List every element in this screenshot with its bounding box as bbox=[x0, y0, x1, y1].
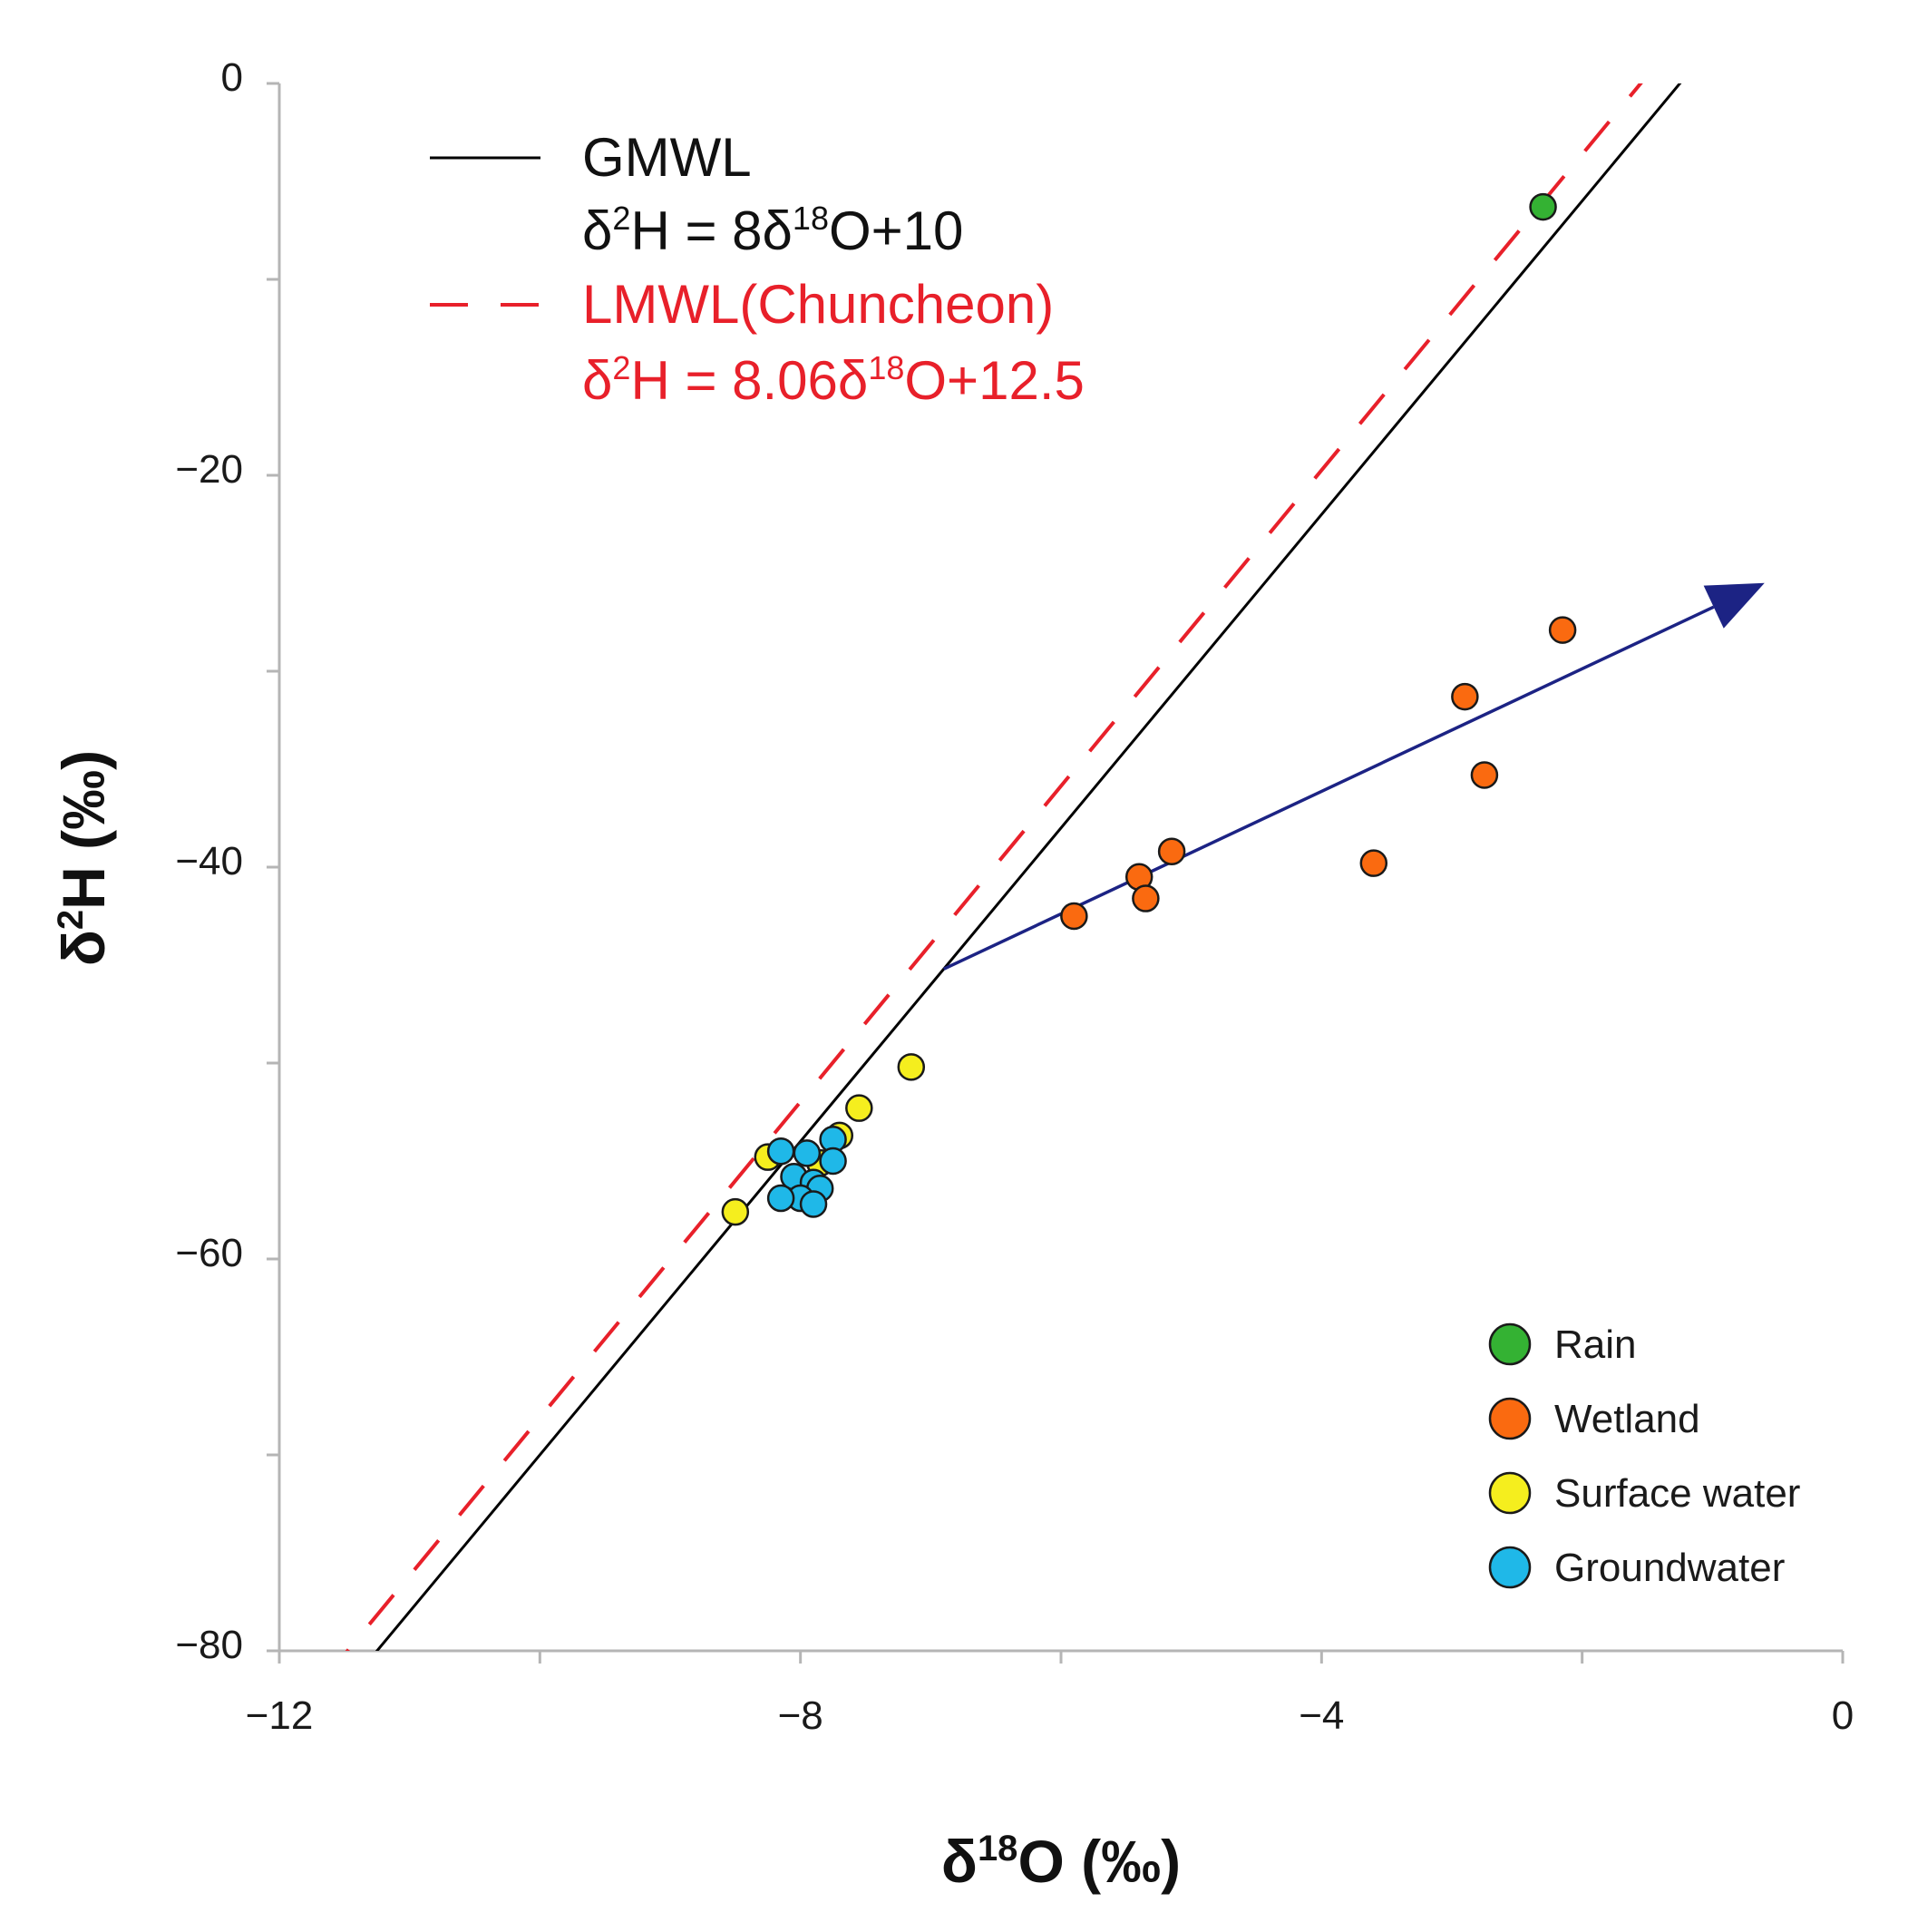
point-wetland bbox=[1132, 884, 1160, 912]
y-tick-label: −20 bbox=[175, 447, 243, 492]
data-points bbox=[721, 192, 1577, 1226]
point-groundwater bbox=[766, 1137, 795, 1166]
legend-marker-rain bbox=[1488, 1322, 1532, 1366]
arrow-head bbox=[1703, 582, 1765, 629]
point-wetland bbox=[1359, 849, 1388, 877]
legend-label-rain: Rain bbox=[1554, 1322, 1637, 1367]
y-tick-label: 0 bbox=[221, 55, 243, 100]
reference-lines bbox=[345, 83, 1682, 1651]
x-tick-label: −12 bbox=[246, 1693, 314, 1738]
y-axis-title: δ2H (‰) bbox=[50, 750, 117, 966]
point-groundwater bbox=[819, 1147, 847, 1176]
point-wetland bbox=[1157, 837, 1186, 865]
legend-marker-groundwater bbox=[1488, 1546, 1532, 1589]
point-surface-water bbox=[721, 1197, 750, 1226]
point-rain bbox=[1529, 192, 1557, 221]
lmwl-legend-equation: δ2H = 8.06δ18O+12.5 bbox=[582, 349, 1085, 411]
y-tick-label: −40 bbox=[175, 839, 243, 883]
lmwl-legend-label: LMWL(Chuncheon) bbox=[582, 274, 1054, 335]
legend-label-wetland: Wetland bbox=[1554, 1397, 1700, 1441]
x-tick-label: −8 bbox=[778, 1693, 823, 1738]
x-tick-label: 0 bbox=[1832, 1693, 1854, 1738]
legend-label-groundwater: Groundwater bbox=[1554, 1546, 1785, 1590]
point-surface-water bbox=[897, 1053, 926, 1081]
point-groundwater bbox=[793, 1139, 822, 1167]
y-tick-label: −80 bbox=[175, 1623, 243, 1667]
marker-legend: Rain Wetland Surface water Groundwater bbox=[1488, 1322, 1800, 1590]
point-groundwater bbox=[766, 1184, 795, 1213]
y-tick-label: −60 bbox=[175, 1231, 243, 1275]
legend-label-surface-water: Surface water bbox=[1554, 1471, 1800, 1516]
axis-ticks bbox=[267, 82, 1845, 1664]
point-groundwater bbox=[799, 1190, 828, 1218]
gmwl-legend-equation: δ2H = 8δ18O+10 bbox=[582, 200, 963, 261]
point-surface-water bbox=[845, 1094, 873, 1122]
legend-marker-surface-water bbox=[1488, 1471, 1532, 1515]
x-axis-title: δ18O (‰) bbox=[941, 1828, 1181, 1895]
line-legend: GMWL δ2H = 8δ18O+10 LMWL(Chuncheon) δ2H … bbox=[430, 127, 1085, 411]
point-wetland bbox=[1451, 682, 1479, 711]
x-tick-label: −4 bbox=[1299, 1693, 1344, 1738]
point-wetland bbox=[1470, 761, 1499, 789]
point-wetland bbox=[1548, 616, 1577, 644]
point-wetland bbox=[1060, 902, 1088, 931]
legend-marker-wetland bbox=[1488, 1397, 1532, 1440]
gmwl-line bbox=[375, 83, 1682, 1651]
lmwl-line bbox=[345, 83, 1643, 1651]
axis-tick-labels: 0−20−40−60−80−12 −8 −4 0 bbox=[175, 55, 1854, 1738]
gmwl-legend-label: GMWL bbox=[582, 127, 752, 188]
